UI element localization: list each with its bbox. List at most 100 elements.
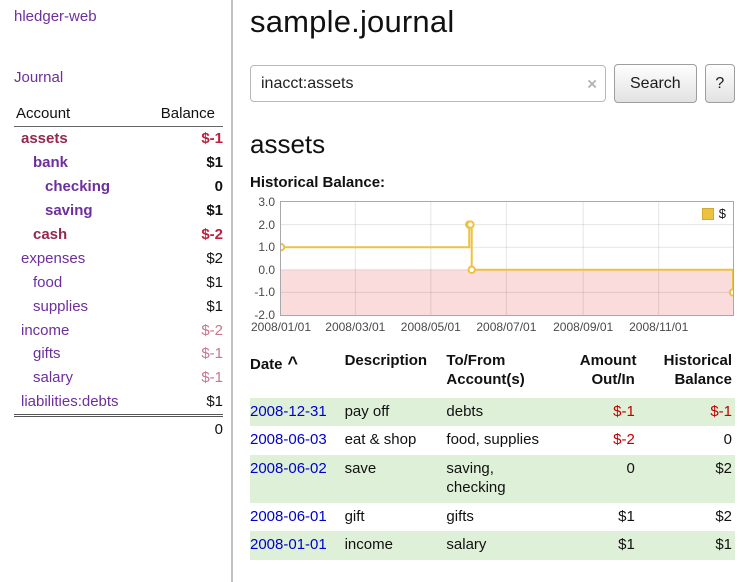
account-balance: $-1 [201,130,223,147]
transaction-date-cell: 2008-06-03 [250,426,345,455]
search-button[interactable]: Search [614,64,697,103]
x-axis-label: 2008/01/01 [250,320,312,334]
app-title-link[interactable]: hledger-web [14,8,97,25]
account-link-gifts[interactable]: gifts [33,345,61,363]
x-axis-label: 2008/07/01 [476,320,537,334]
accounts-header-account: Account [14,105,144,127]
register-row: 2008-06-02 save saving, checking 0 $2 [250,454,735,503]
transaction-balance: 0 [723,431,732,448]
account-name-cell: bank [14,151,143,175]
account-row: food $1 [14,271,223,295]
accounts-total-balance: 0 [143,414,223,443]
account-balance: $1 [206,393,223,411]
register-header-amount: Amount Out/In [579,352,637,388]
transaction-date-cell: 2008-06-01 [250,503,345,532]
transaction-description: income [344,536,393,553]
transaction-description: save [344,459,377,477]
account-link-supplies[interactable]: supplies [33,297,89,315]
account-row: assets $-1 [14,127,223,151]
transaction-description: pay off [344,402,390,420]
account-row: salary $-1 [14,366,223,390]
transaction-balance: $2 [715,507,732,525]
account-link-saving[interactable]: saving [45,201,93,219]
account-name-cell: saving [14,199,143,223]
account-link-cash[interactable]: cash [33,225,68,243]
account-link-food[interactable]: food [33,273,63,291]
transaction-accounts: debts [446,402,484,420]
account-balance: $1 [206,201,223,219]
account-row: liabilities:debts $1 [14,390,223,415]
account-link-assets[interactable]: assets [21,130,68,147]
account-balance: $1 [206,297,223,315]
account-balance: $-1 [201,369,223,387]
transaction-description: gift [344,507,365,525]
help-button[interactable]: ? [704,64,735,103]
account-link-salary[interactable]: salary [33,369,74,387]
plot-area: $ [280,201,734,316]
transaction-accounts: salary [446,536,487,553]
transaction-description: eat & shop [344,431,417,448]
register-header-accounts: To/From Account(s) [446,352,525,388]
account-link-liabilities-debts[interactable]: liabilities:debts [21,393,119,411]
register-header-date-label: Date [250,356,283,373]
transaction-date-cell: 2008-01-01 [250,531,345,560]
transaction-date-link[interactable]: 2008-06-02 [250,459,327,477]
transaction-balance: $2 [715,459,732,477]
transaction-date-link[interactable]: 2008-01-01 [250,536,327,553]
account-row: income $-2 [14,319,223,343]
account-balance: $-2 [201,321,223,339]
register-row: 2008-01-01 income salary $1 $1 [250,531,735,560]
account-name-cell: salary [14,366,143,390]
account-row: gifts $-1 [14,342,223,366]
account-balance: $2 [206,249,223,267]
account-name-cell: checking [14,175,143,199]
account-link-bank[interactable]: bank [33,153,69,171]
plot-wrap: $ 2008/01/01 2008/03/01 2008/05/01 2008/07/… [251,201,734,336]
sidebar-item-journal[interactable]: Journal [14,69,64,86]
transaction-accounts: food, supplies [446,431,539,448]
account-row: checking 0 [14,175,223,199]
y-axis: 3.0 2.0 1.0 0.0 -1.0 -2.0 [250,196,280,321]
y-axis-label: 0.0 [258,262,275,277]
clear-search-icon[interactable]: × [587,74,597,93]
transaction-amount: $-1 [613,402,635,420]
register-header-date[interactable]: Date ^ [250,350,345,398]
transaction-amount: $-2 [613,431,635,448]
transaction-date-link[interactable]: 2008-06-01 [250,507,327,525]
account-balance: $1 [206,153,223,171]
account-row: expenses $2 [14,247,223,271]
sidebar: hledger-web Journal Account Balance asse… [0,0,233,582]
main-content: sample.journal × Search ? assets Histori… [233,0,742,582]
historical-balance-chart: 3.0 2.0 1.0 0.0 -1.0 -2.0 $ 2008/01/01 2008/03… [250,196,735,336]
accounts-total-spacer [14,414,144,443]
register-row: 2008-06-01 gift gifts $1 $2 [250,503,735,532]
account-balance: $-2 [201,225,223,243]
account-balance: $-1 [201,345,223,363]
account-link-expenses[interactable]: expenses [21,249,86,267]
account-row: supplies $1 [14,295,223,319]
x-axis-label: 2008/09/01 [553,320,614,334]
search-input[interactable] [250,65,606,102]
account-link-income[interactable]: income [21,321,70,339]
x-axis: 2008/01/01 2008/03/01 2008/05/01 2008/07/01… [251,318,734,336]
transaction-date-link[interactable]: 2008-06-03 [250,431,327,448]
transaction-amount: $1 [618,536,635,553]
register-table: Date ^ Description To/From Account(s) Amo… [250,350,735,560]
account-heading: assets [250,129,326,159]
search-form: × Search ? [250,64,735,103]
transaction-accounts: saving, checking [446,459,506,497]
account-name-cell: assets [14,127,143,151]
chart-title: Historical Balance: [250,174,386,191]
legend-label: $ [718,206,726,221]
account-name-cell: expenses [14,247,143,271]
register-header-description: Description [344,352,428,369]
transaction-date-link[interactable]: 2008-12-31 [250,402,327,420]
accounts-total-row: 0 [14,414,223,443]
transaction-date-cell: 2008-06-02 [250,455,345,503]
account-link-checking[interactable]: checking [45,177,111,195]
transaction-balance: $-1 [710,402,732,420]
y-axis-label: 1.0 [258,240,275,255]
chart-legend: $ [697,205,730,222]
register-header-row: Date ^ Description To/From Account(s) Amo… [250,350,735,398]
